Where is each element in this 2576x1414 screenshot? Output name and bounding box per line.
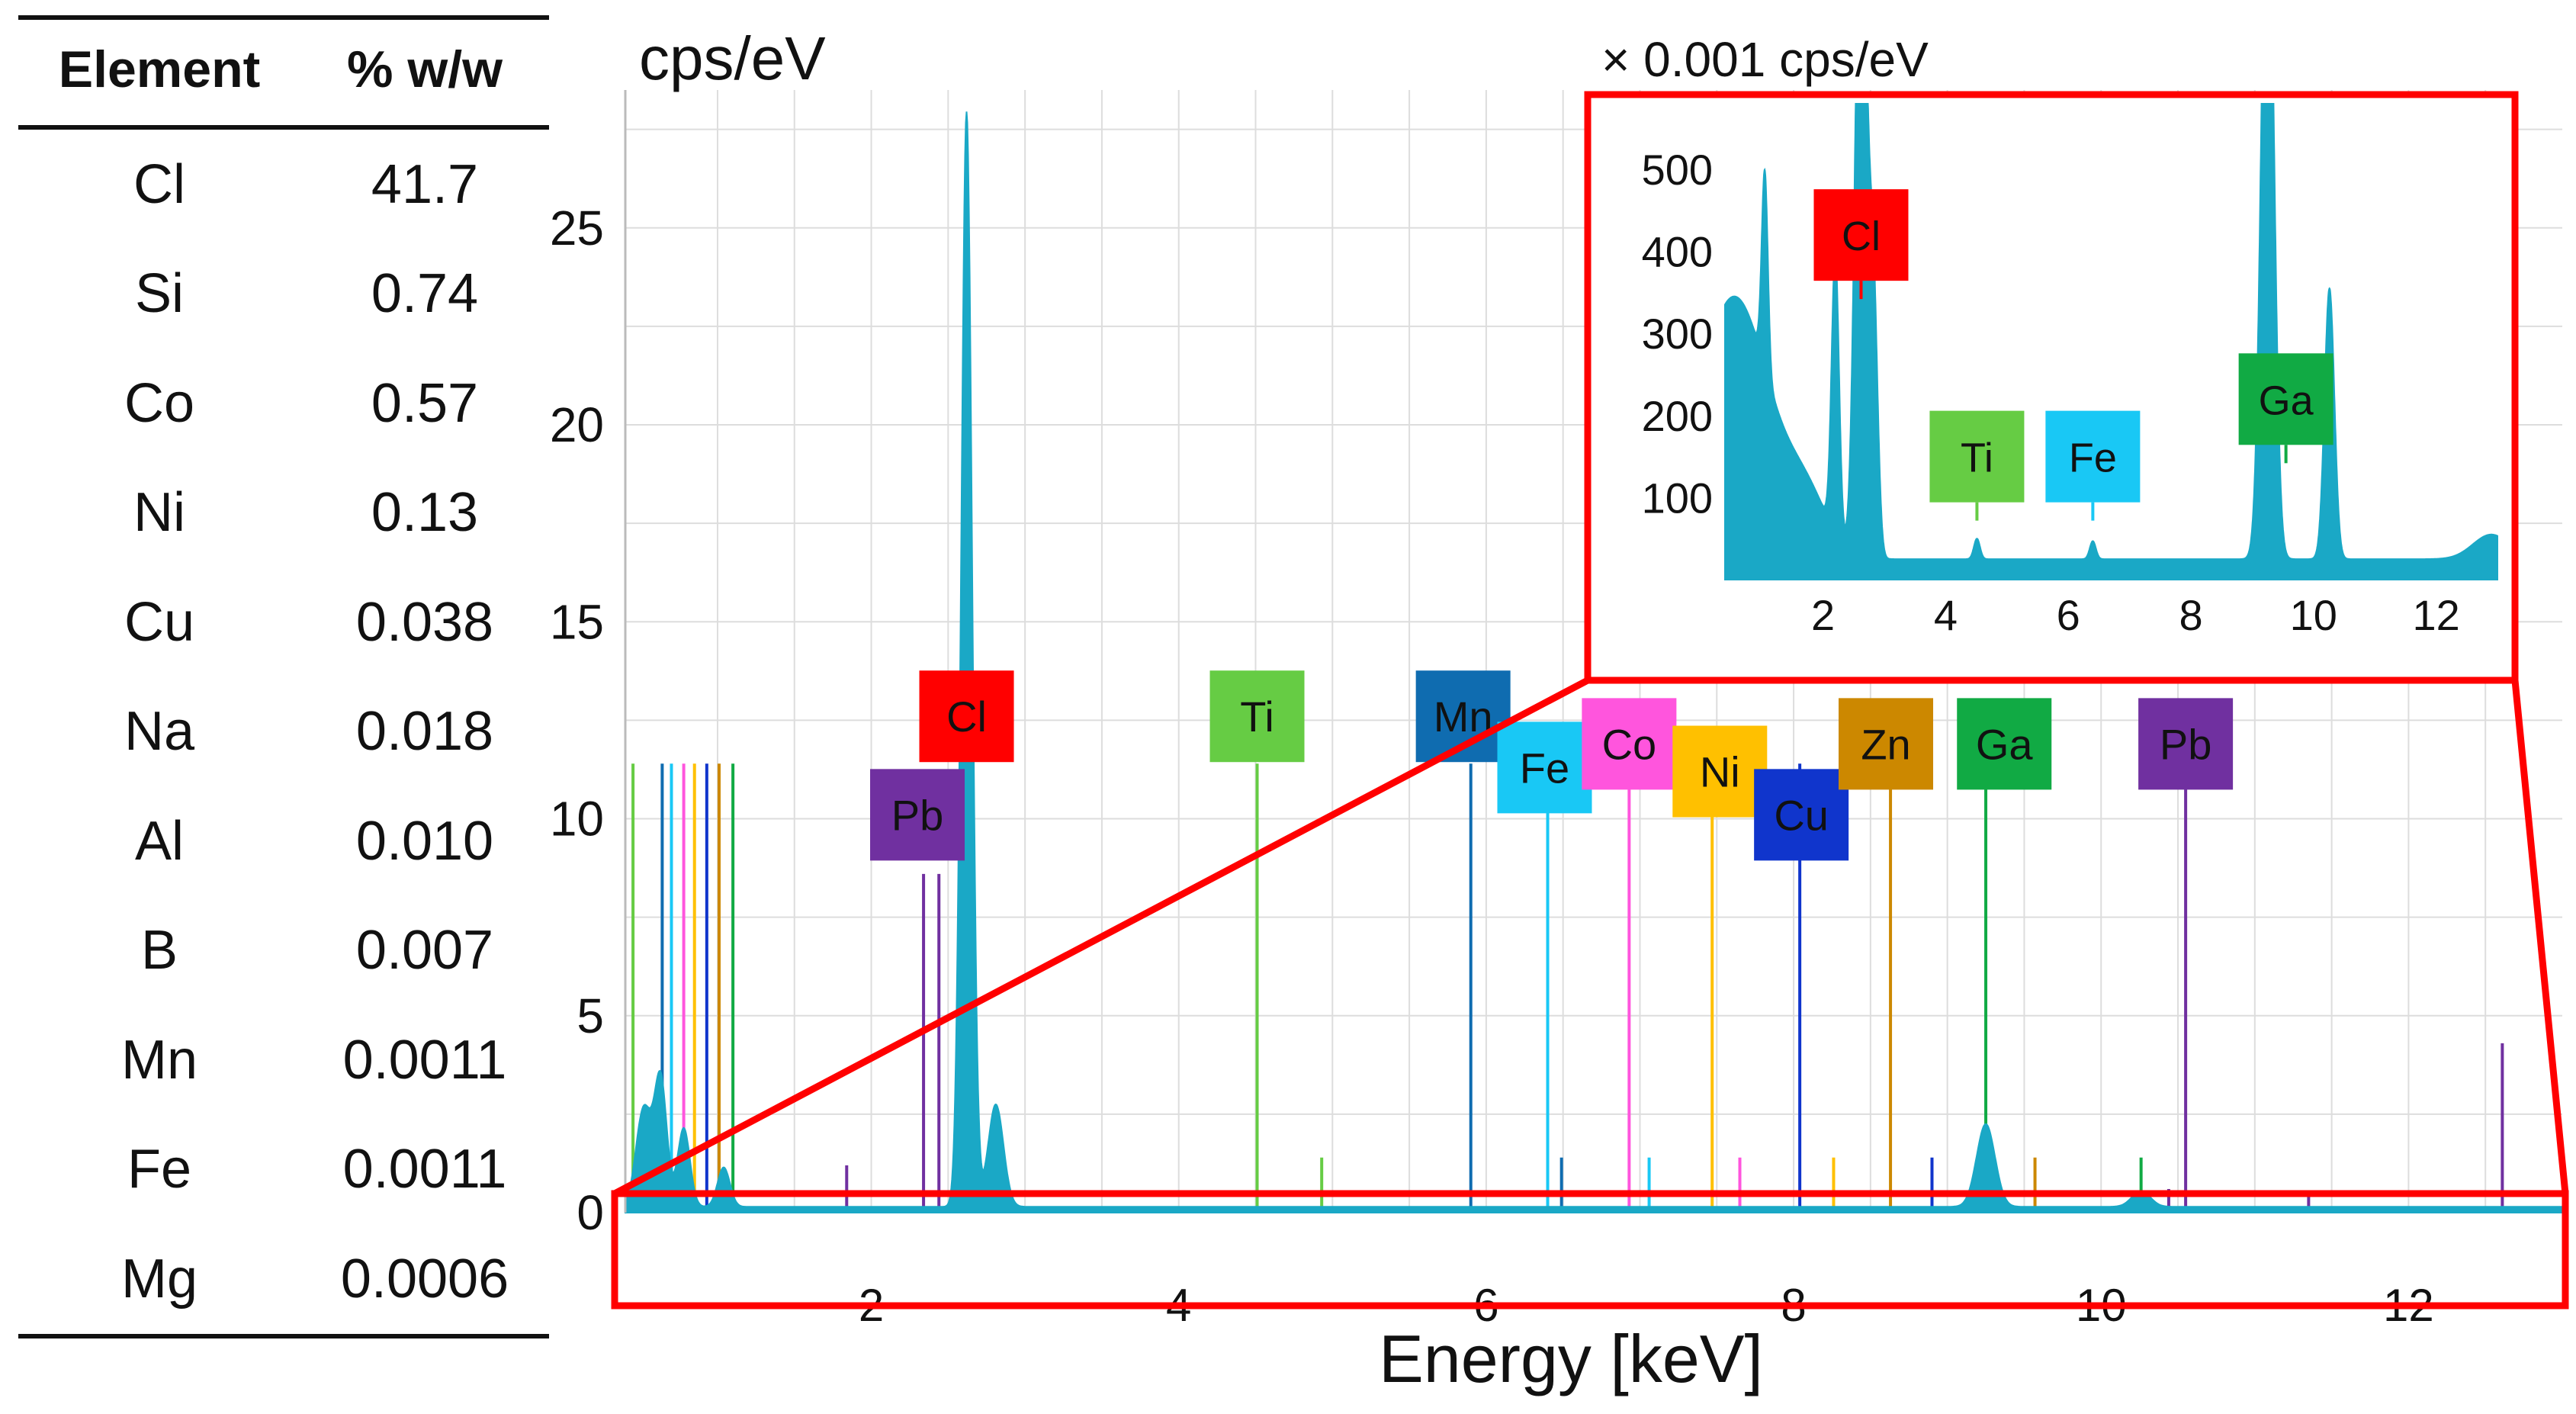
inset-element-label-box-cl <box>1813 189 1909 281</box>
table-body: Cl 41.7 Si 0.74 Co 0.57 Ni 0.13 Cu 0.038 Na 0.018 Al… <box>18 130 549 1334</box>
element-cell: Fe <box>127 1139 192 1200</box>
element-label-ni: Ni <box>1700 748 1740 796</box>
element-label-co: Co <box>1602 720 1657 768</box>
element-label-box-cl <box>919 670 1014 763</box>
table-row: Co 0.57 <box>18 349 549 458</box>
percent-cell: 0.13 <box>371 482 479 544</box>
element-cell: Cl <box>133 153 185 215</box>
main-spectrum-area <box>625 111 2564 1213</box>
inset-x-tick-label: 6 <box>2057 591 2080 639</box>
inset-element-label-box-ti <box>1929 410 2025 503</box>
percent-cell: 0.57 <box>371 372 479 434</box>
element-label-box-cu <box>1754 769 1849 861</box>
y-tick-label: 10 <box>550 792 604 847</box>
percent-cell: 0.007 <box>355 920 494 982</box>
element-cell: Si <box>134 263 185 325</box>
element-label-cl: Cl <box>946 693 987 741</box>
element-label-ti: Ti <box>1240 693 1274 741</box>
inset-x-tick-label: 2 <box>1811 591 1835 639</box>
table-row: Si 0.74 <box>18 239 549 349</box>
element-label-box-pb <box>870 769 965 861</box>
element-cell: Co <box>124 372 195 434</box>
percent-cell: 0.018 <box>355 701 494 763</box>
y-tick-label: 15 <box>550 594 604 649</box>
y-tick-label: 20 <box>550 397 604 452</box>
element-cell: Al <box>134 810 185 872</box>
element-label-fe: Fe <box>1520 744 1569 792</box>
inset-element-label-fe: Fe <box>2069 435 2117 481</box>
y-tick-label: 0 <box>577 1185 604 1240</box>
table-row: Cu 0.038 <box>18 567 549 677</box>
element-label-ga: Ga <box>1976 720 2034 768</box>
percent-cell: 0.038 <box>355 591 494 653</box>
table-row: Ni 0.13 <box>18 458 549 568</box>
inset-y-tick-label: 100 <box>1642 474 1713 522</box>
inset-element-label-cl: Cl <box>1842 214 1881 259</box>
table-row: Mg 0.0006 <box>18 1224 549 1334</box>
y-tick-label: 25 <box>550 201 604 255</box>
table-row: Na 0.018 <box>18 677 549 787</box>
percent-cell: 0.0011 <box>342 1029 507 1091</box>
composition-table: Element % w/w Cl 41.7 Si 0.74 Co 0.57 Ni 0.13 Cu… <box>18 15 549 1338</box>
table-row: Fe 0.0011 <box>18 1115 549 1225</box>
table-row: Mn 0.0011 <box>18 1005 549 1115</box>
table-header-row: Element % w/w <box>18 20 549 119</box>
element-cell: Na <box>124 701 195 763</box>
element-label-box-co <box>1582 698 1677 790</box>
x-axis-title: Energy [keV] <box>1379 1321 1763 1396</box>
table-row: B 0.007 <box>18 896 549 1006</box>
inset-element-label-box-fe <box>2045 410 2141 503</box>
element-label-cu: Cu <box>1774 791 1829 839</box>
inset-element-label-box-ga <box>2238 353 2333 445</box>
percent-cell: 0.010 <box>355 810 494 872</box>
element-cell: B <box>140 920 178 982</box>
element-label-box-fe <box>1497 721 1592 814</box>
inset-y-tick-label: 400 <box>1642 228 1713 276</box>
inset-element-label-ti: Ti <box>1961 435 1993 481</box>
percent-cell: 0.74 <box>371 263 479 325</box>
y-axis-title: cps/eV <box>639 24 826 92</box>
zoom-rectangle <box>611 1190 2569 1310</box>
inset-y-tick-label: 500 <box>1642 146 1713 194</box>
inset-y-tick-label: 300 <box>1642 310 1713 358</box>
header-percent: % w/w <box>346 40 503 98</box>
inset-x-tick-label: 10 <box>2290 591 2337 639</box>
element-label-box-zn <box>1839 698 1934 790</box>
table-row: Cl 41.7 <box>18 130 549 239</box>
inset-y-tick-label: 200 <box>1642 392 1713 440</box>
zoom-connector-right <box>2511 680 2569 1194</box>
element-cell: Ni <box>133 482 185 544</box>
table-row: Al 0.010 <box>18 786 549 896</box>
element-lines <box>631 740 2504 1213</box>
element-cell: Mn <box>120 1029 198 1091</box>
y-tick-label: 5 <box>577 988 604 1043</box>
zoom-region <box>611 677 2569 1310</box>
zoom-connector-left <box>612 677 1590 1197</box>
percent-cell: 0.0011 <box>342 1139 507 1200</box>
element-cell: Mg <box>120 1248 198 1310</box>
element-label-pb: Pb <box>891 791 944 839</box>
element-label-zn: Zn <box>1861 720 1910 768</box>
inset-x-tick-label: 8 <box>2179 591 2202 639</box>
inset-x-tick-label: 12 <box>2412 591 2459 639</box>
percent-cell: 0.0006 <box>340 1248 509 1310</box>
inset-element-label-ga: Ga <box>2259 378 2314 423</box>
element-label-box-ni <box>1672 725 1768 818</box>
table-bottom-rule <box>18 1333 549 1338</box>
element-label-pb: Pb <box>2160 720 2212 768</box>
header-element: Element <box>58 40 261 98</box>
element-label-box-ga <box>1957 698 2052 790</box>
inset-y-axis-title: × 0.001 cps/eV <box>1601 32 1929 87</box>
table-top-rule <box>18 15 549 20</box>
table-header-rule <box>18 125 549 130</box>
percent-cell: 41.7 <box>371 153 479 215</box>
element-label-box-pb <box>2138 698 2234 790</box>
element-cell: Cu <box>124 591 195 653</box>
inset-x-tick-label: 4 <box>1934 591 1958 639</box>
inset-chart: 2 4 6 8 10 12 100 200 300 400 500 × 0.001 cps/eV Cl T… <box>1584 32 2519 684</box>
element-label-box-ti <box>1209 670 1305 763</box>
